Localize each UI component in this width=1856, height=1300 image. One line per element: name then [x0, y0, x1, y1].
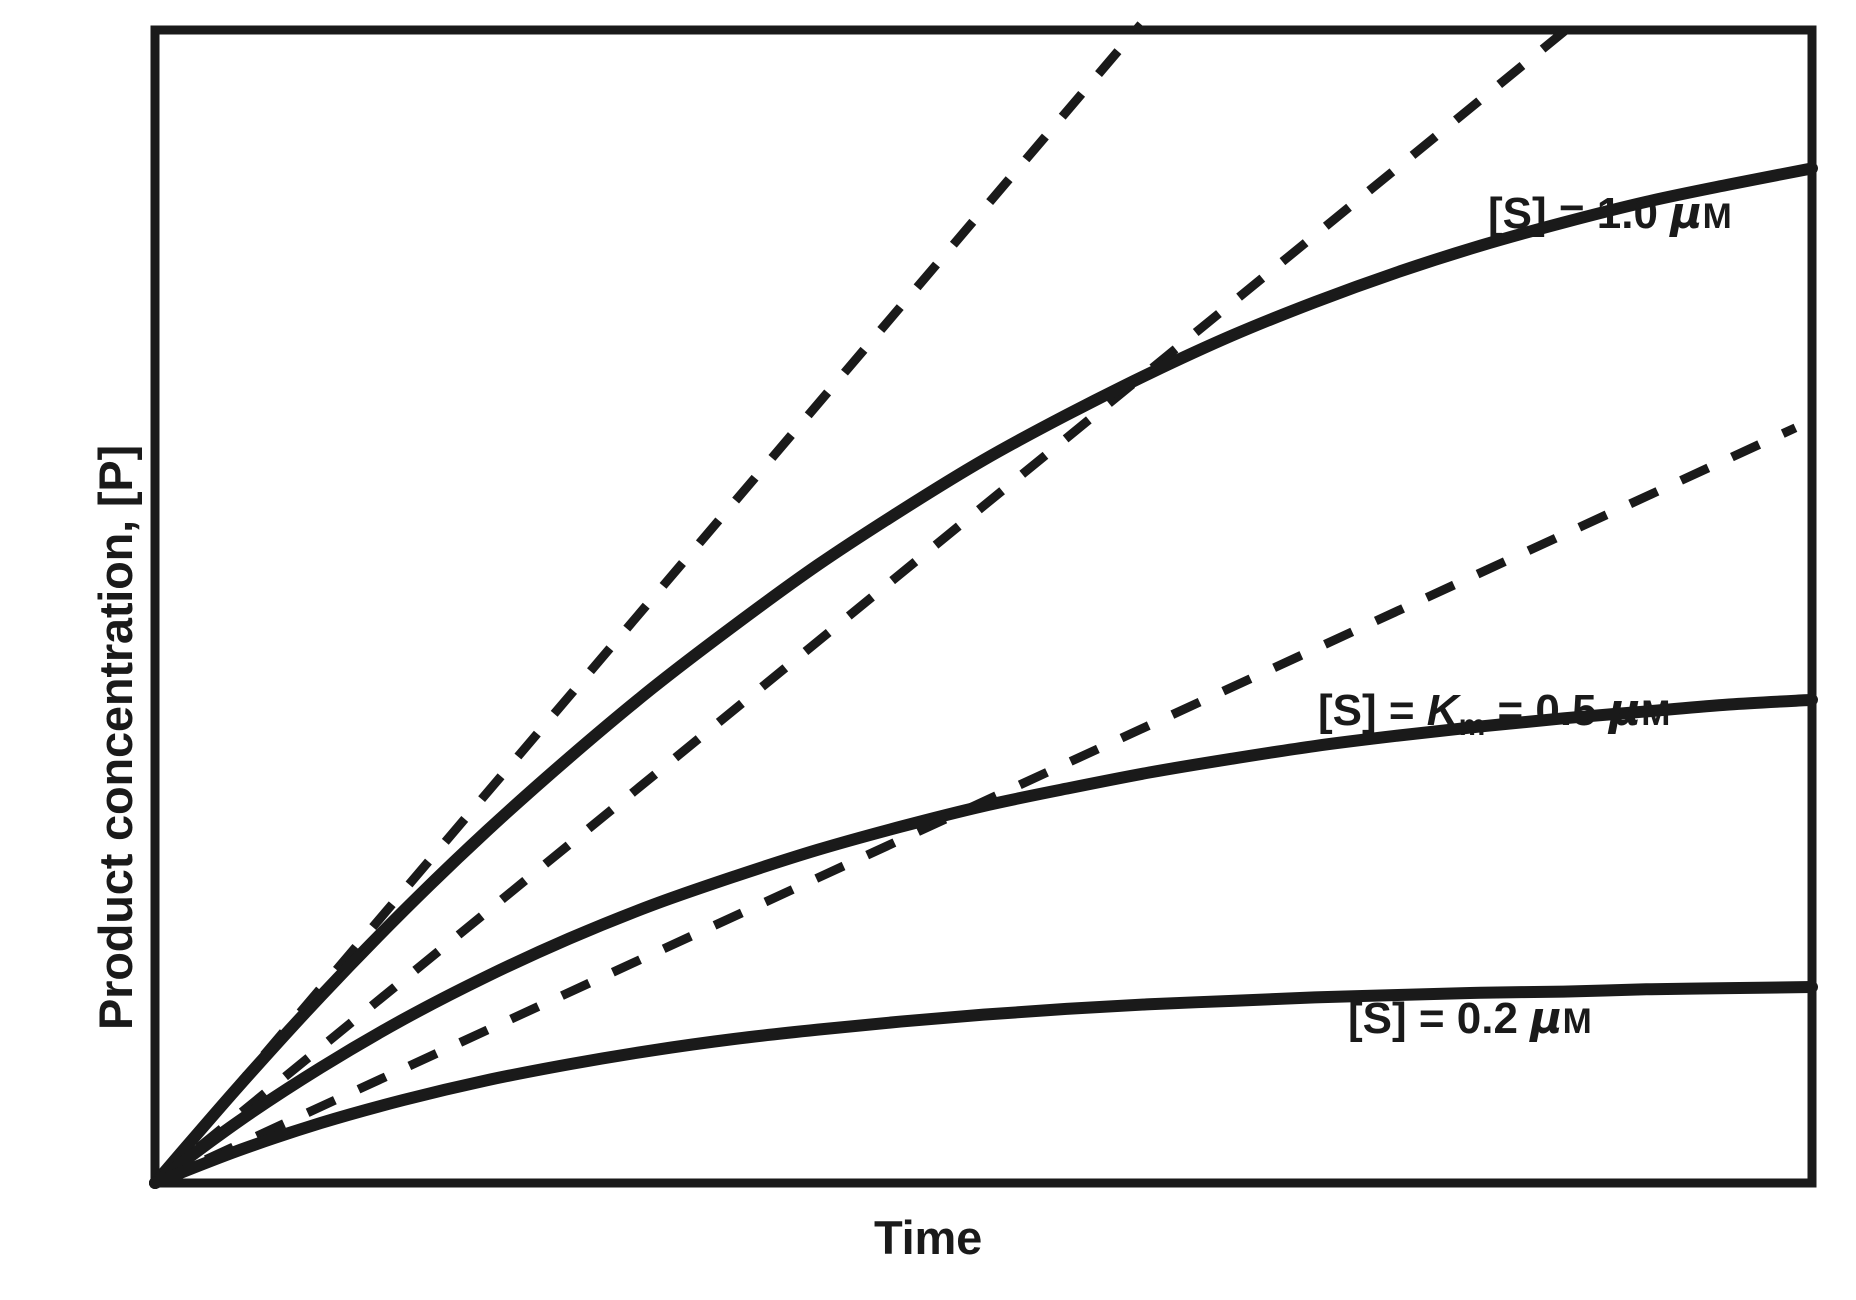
tangent-line-2 — [152, 14, 1583, 1187]
curve-label-s-1-0: [S] = 1.0 μM — [1488, 188, 1732, 239]
curve-label-2-km-subscript: m — [1458, 708, 1486, 742]
curve-label-s-0-2: [S] = 0.2 μM — [1348, 993, 1592, 1044]
curve-label-s-km-0-5: [S] = Km = 0.5 μM — [1318, 685, 1670, 743]
progress-curve-3 — [149, 980, 1818, 1189]
progress-curve-1 — [149, 162, 1818, 1189]
progress-curves-group — [149, 162, 1818, 1189]
curve-label-1-prefix: [S] = 1.0 — [1488, 189, 1671, 238]
curve-label-2-mu: μ — [1608, 685, 1642, 736]
curve-label-3-mu: μ — [1530, 993, 1563, 1044]
curve-label-2-mid: = 0.5 — [1485, 686, 1609, 735]
y-axis-title: Product concentration, [P] — [89, 445, 142, 1030]
progress-curve-2 — [149, 693, 1818, 1189]
curve-label-1-mu: μ — [1670, 188, 1703, 239]
curve-label-2-km: K — [1426, 686, 1459, 735]
x-axis-title: Time — [873, 1211, 983, 1264]
curve-label-3-unit: M — [1562, 1002, 1592, 1041]
curve-label-2-prefix: [S] = — [1318, 686, 1427, 735]
curve-label-3-prefix: [S] = 0.2 — [1348, 994, 1531, 1043]
curve-label-2-unit: M — [1641, 694, 1671, 733]
curve-label-1-unit: M — [1702, 197, 1732, 236]
